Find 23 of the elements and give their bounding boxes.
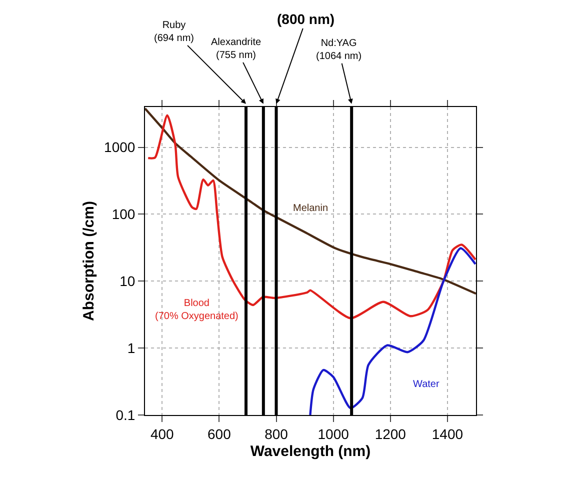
text: Water: [413, 379, 440, 390]
line-series: [145, 107, 476, 295]
x-tick-label: 800: [264, 426, 288, 442]
y-tick-label: 1: [127, 340, 136, 356]
ref-line-label: Nd:YAG (1064 nm): [316, 38, 362, 62]
ref-line-label: (800 nm): [277, 11, 335, 27]
series-label: Melanin: [293, 203, 328, 214]
x-tick-label: 1400: [432, 426, 464, 442]
x-tick-label: 600: [208, 426, 232, 442]
x-tick-label: 1200: [374, 426, 406, 442]
x-axis-title: Wavelength (nm): [250, 442, 371, 460]
y-tick-label: 10: [120, 273, 136, 290]
line-series: [309, 247, 476, 415]
ref-line-label: Alexandrite (755 nm): [211, 37, 262, 61]
x-tick-label: 400: [150, 426, 174, 442]
y-axis-title: Absorption (/cm): [80, 201, 98, 321]
y-tick-label: 100: [112, 206, 136, 222]
y-tick-label: 0.1: [116, 406, 136, 423]
series-label: Blood (70% Oxygenated): [155, 298, 238, 322]
y-tick-label: 1000: [104, 139, 136, 156]
ref-line-label: Ruby (694 nm): [154, 20, 194, 44]
x-tick-label: 1000: [318, 426, 350, 442]
line-series: [147, 114, 476, 320]
